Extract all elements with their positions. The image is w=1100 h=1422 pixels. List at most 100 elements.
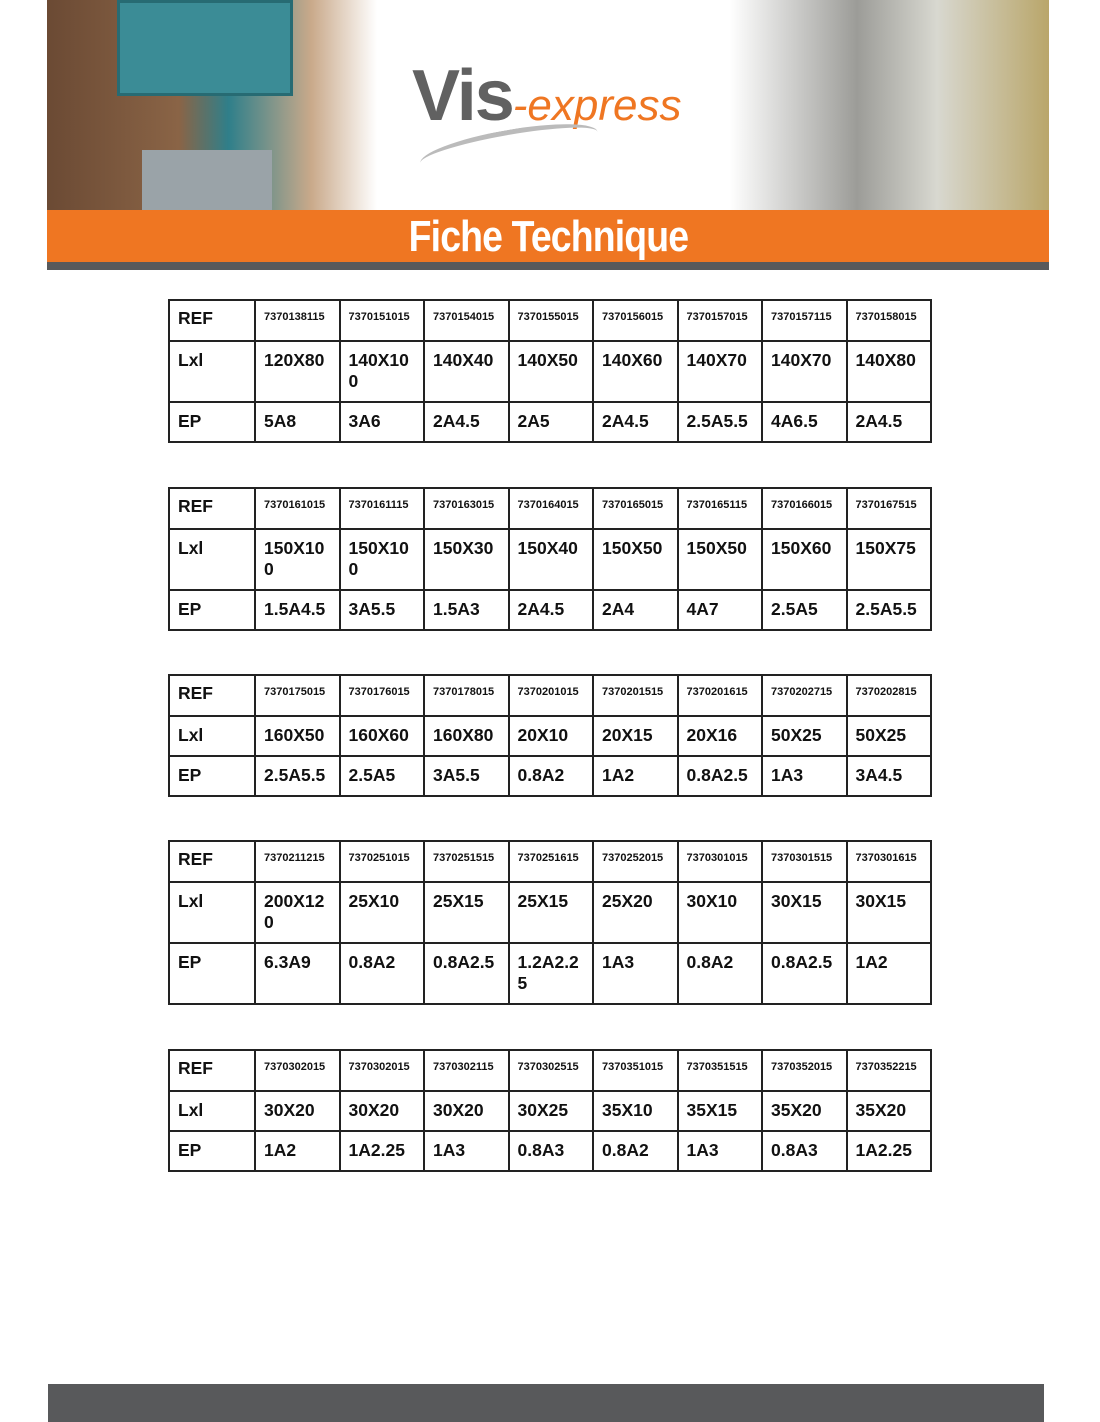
row-label: Lxl — [168, 528, 256, 591]
table-row-ref: REF 7370211215 7370251015 7370251515 7370251… — [168, 840, 932, 883]
cell-ep: 4A7 — [676, 589, 763, 631]
row-label: REF — [168, 1049, 256, 1092]
cell-lxl: 140X70 — [761, 340, 848, 403]
table-row-lxl: Lxl 30X20 30X20 30X20 30X25 35X10 35X15 35X20 35… — [168, 1090, 932, 1132]
cell-lxl: 140X80 — [845, 340, 932, 403]
row-label: REF — [168, 487, 256, 530]
cell-ref: 7370157015 — [676, 299, 763, 342]
toolbox-photo — [47, 0, 377, 210]
cell-lxl: 150X50 — [592, 528, 679, 591]
cell-ref: 7370161115 — [338, 487, 425, 530]
spec-table: REF 7370175015 7370176015 7370178015 7370201… — [168, 674, 932, 797]
cell-lxl: 50X25 — [845, 715, 932, 757]
cell-lxl: 160X60 — [338, 715, 425, 757]
cell-ep: 1.5A4.5 — [254, 589, 341, 631]
cell-ep: 1A3 — [592, 942, 679, 1005]
cell-ep: 1A2 — [254, 1130, 341, 1172]
cell-ep: 3A6 — [338, 401, 425, 443]
row-label: EP — [168, 401, 256, 443]
cell-ref: 7370154015 — [423, 299, 510, 342]
table-row-ref: REF 7370161015 7370161115 7370163015 7370164… — [168, 487, 932, 530]
table-row-lxl: Lxl 160X50 160X60 160X80 20X10 20X15 20X16 50X2… — [168, 715, 932, 757]
cell-ref: 7370176015 — [338, 674, 425, 717]
cell-lxl: 140X70 — [676, 340, 763, 403]
table-row-ref: REF 7370138115 7370151015 7370154015 7370155… — [168, 299, 932, 342]
cell-lxl: 35X20 — [845, 1090, 932, 1132]
cell-ep: 0.8A3 — [507, 1130, 594, 1172]
row-label: REF — [168, 840, 256, 883]
cell-ref: 7370157115 — [761, 299, 848, 342]
cell-ref: 7370251615 — [507, 840, 594, 883]
row-label: Lxl — [168, 881, 256, 944]
cell-lxl: 140X50 — [507, 340, 594, 403]
cell-ref: 7370166015 — [761, 487, 848, 530]
cell-lxl: 35X15 — [676, 1090, 763, 1132]
cell-ep: 2.5A5 — [761, 589, 848, 631]
cell-ref: 7370351015 — [592, 1049, 679, 1092]
cell-ep: 1A3 — [761, 755, 848, 797]
cell-ep: 1.5A3 — [423, 589, 510, 631]
cell-ref: 7370302515 — [507, 1049, 594, 1092]
cell-lxl: 30X15 — [845, 881, 932, 944]
cell-ep: 2.5A5.5 — [845, 589, 932, 631]
cell-ep: 0.8A2 — [338, 942, 425, 1005]
cell-ref: 7370155015 — [507, 299, 594, 342]
cell-lxl: 30X15 — [761, 881, 848, 944]
cell-lxl: 160X80 — [423, 715, 510, 757]
cell-ref: 7370158015 — [845, 299, 932, 342]
cell-lxl: 30X10 — [676, 881, 763, 944]
row-label: EP — [168, 942, 256, 1005]
cell-ref: 7370301615 — [845, 840, 932, 883]
cell-lxl: 140X100 — [338, 340, 425, 403]
table-row-lxl: Lxl 200X120 25X10 25X15 25X15 25X20 30X10 30X15… — [168, 881, 932, 944]
table-row-lxl: Lxl 150X100 150X100 150X30 150X40 150X50 150X5… — [168, 528, 932, 591]
cell-lxl: 30X20 — [423, 1090, 510, 1132]
cell-ep: 0.8A2.5 — [423, 942, 510, 1005]
row-label: EP — [168, 589, 256, 631]
spec-table: REF 7370138115 7370151015 7370154015 7370155… — [168, 299, 932, 443]
table-row-ep: EP 1.5A4.5 3A5.5 1.5A3 2A4.5 2A4 4A7 2.5A5 2.5A5… — [168, 589, 932, 631]
row-label: Lxl — [168, 1090, 256, 1132]
spec-table: REF 7370161015 7370161115 7370163015 7370164… — [168, 487, 932, 631]
cell-lxl: 150X60 — [761, 528, 848, 591]
cell-ref: 7370175015 — [254, 674, 341, 717]
cell-ep: 3A5.5 — [338, 589, 425, 631]
cell-lxl: 120X80 — [254, 340, 341, 403]
cell-lxl: 50X25 — [761, 715, 848, 757]
spec-table: REF 7370211215 7370251015 7370251515 7370251… — [168, 840, 932, 1005]
cell-lxl: 140X60 — [592, 340, 679, 403]
cell-lxl: 150X75 — [845, 528, 932, 591]
cell-ep: 0.8A3 — [761, 1130, 848, 1172]
header-banner: Vis-express — [47, 0, 1049, 210]
screws-photo — [729, 0, 1049, 210]
row-label: EP — [168, 755, 256, 797]
cell-lxl: 25X20 — [592, 881, 679, 944]
cell-lxl: 30X20 — [338, 1090, 425, 1132]
cell-lxl: 25X15 — [423, 881, 510, 944]
cell-lxl: 150X100 — [254, 528, 341, 591]
cell-ref: 7370165115 — [676, 487, 763, 530]
cell-lxl: 20X10 — [507, 715, 594, 757]
cell-ref: 7370211215 — [254, 840, 341, 883]
cell-lxl: 140X40 — [423, 340, 510, 403]
cell-ref: 7370165015 — [592, 487, 679, 530]
cell-ep: 1.2A2.25 — [507, 942, 594, 1005]
table-row-ep: EP 1A2 1A2.25 1A3 0.8A3 0.8A2 1A3 0.8A3 1A2.25 — [168, 1130, 932, 1172]
cell-ref: 7370138115 — [254, 299, 341, 342]
cell-ep: 1A2 — [592, 755, 679, 797]
cell-lxl: 150X50 — [676, 528, 763, 591]
cell-ref: 7370351515 — [676, 1049, 763, 1092]
cell-ep: 0.8A2.5 — [676, 755, 763, 797]
footer-bar — [48, 1384, 1044, 1422]
divider — [47, 262, 1049, 270]
cell-ep: 2A4 — [592, 589, 679, 631]
cell-ref: 7370302015 — [254, 1049, 341, 1092]
cell-ref: 7370201615 — [676, 674, 763, 717]
row-label: Lxl — [168, 340, 256, 403]
spec-table: REF 7370302015 7370302015 7370302115 7370302… — [168, 1049, 932, 1172]
cell-ref: 7370352215 — [845, 1049, 932, 1092]
table-row-ref: REF 7370175015 7370176015 7370178015 7370201… — [168, 674, 932, 717]
cell-ref: 7370202715 — [761, 674, 848, 717]
cell-lxl: 150X30 — [423, 528, 510, 591]
cell-ep: 1A2 — [845, 942, 932, 1005]
